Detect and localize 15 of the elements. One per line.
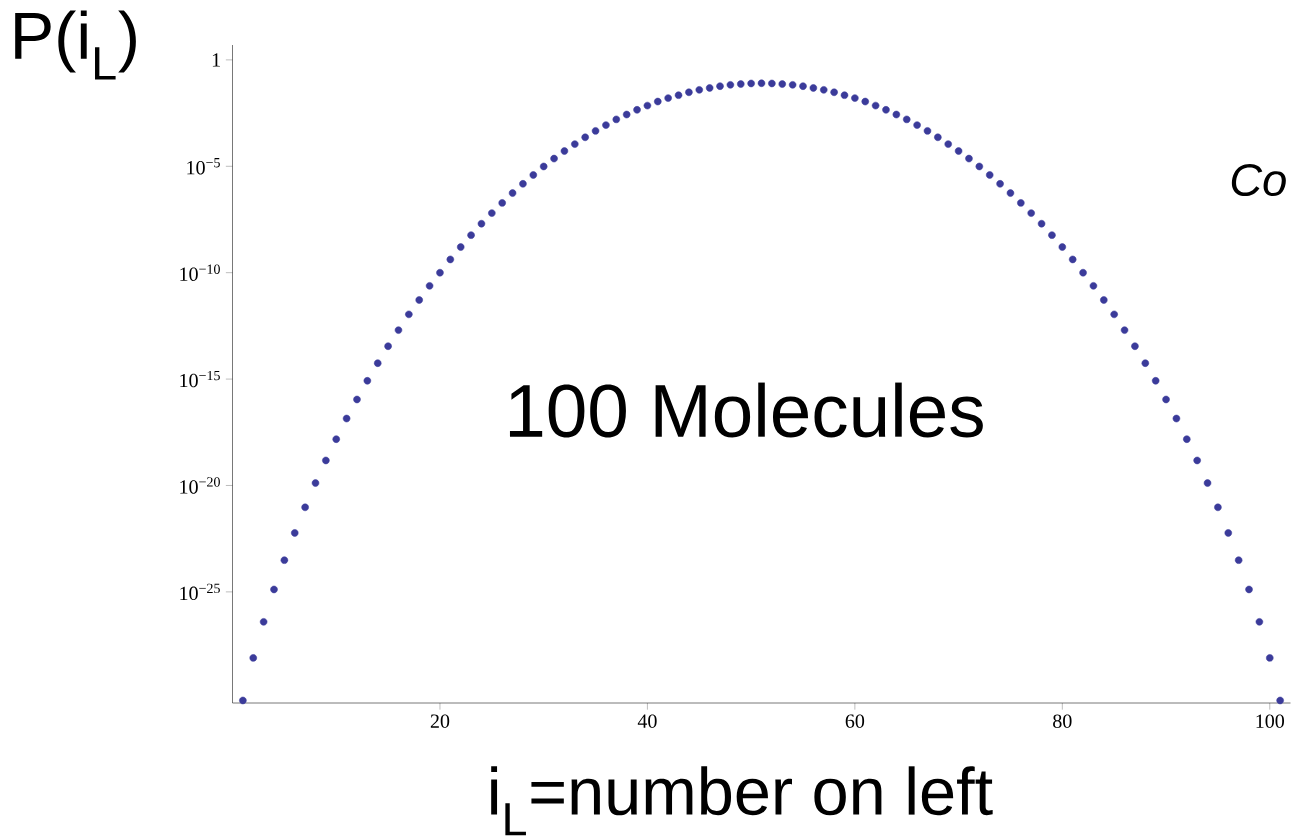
x-tick-label: 40 [637, 714, 657, 728]
y-tick-label: 1 [212, 53, 220, 67]
y-tick-label: 10$^{−20}$ [180, 477, 220, 494]
x-tick-label: 100 [1256, 714, 1285, 728]
y-tick-label: 10$^{−10}$ [180, 264, 220, 281]
y-tick-label: 10$^{−15}$ [180, 370, 220, 388]
x-axis-title: i$_{L}$=number on left [491, 766, 993, 836]
annotation: Co [1231, 163, 1286, 197]
y-tick-label: 10$^{−25}$ [180, 583, 220, 601]
annotation: 100 Molecules [509, 382, 983, 438]
x-tick-label: 60 [845, 714, 865, 728]
y-tick-label: 10$^{−5}$ [187, 158, 220, 175]
x-tick-label: 80 [1053, 714, 1072, 728]
y-axis-title: P(i$_{L}$) [15, 10, 136, 80]
x-tick-label: 20 [430, 714, 450, 728]
